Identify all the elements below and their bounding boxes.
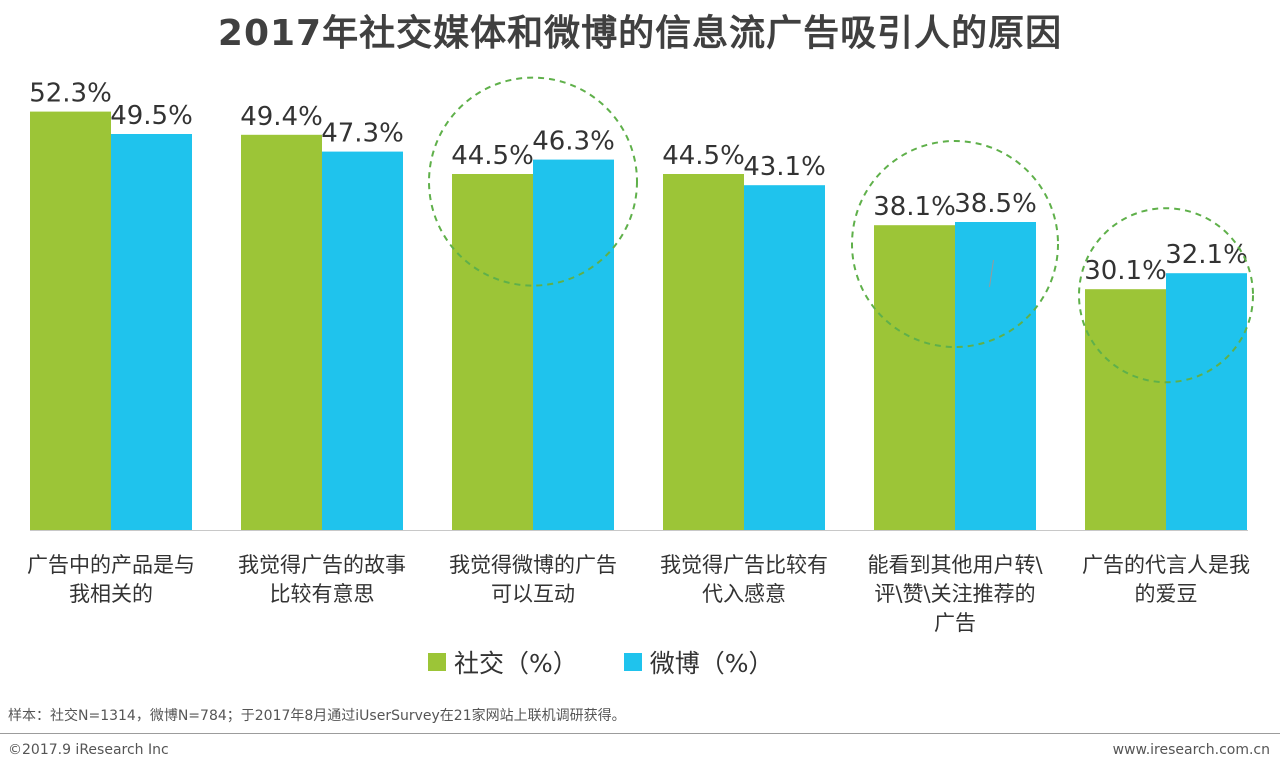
bar-social-4 (874, 225, 955, 530)
data-label-social-2: 44.5% (451, 141, 534, 171)
category-label-0: 广告中的产品是与 我相关的 (27, 553, 195, 606)
legend-label-weibo: 微博（%） (649, 649, 774, 678)
highlight-circle-5 (1078, 207, 1254, 384)
data-label-weibo-4: 38.5% (954, 189, 1037, 219)
highlight-circle-4 (851, 140, 1059, 348)
legend-swatch-social (428, 653, 446, 671)
bar-social-2 (452, 174, 533, 530)
legend-label-social: 社交（%） (454, 649, 578, 678)
category-label-5: 广告的代言人是我 的爱豆 (1082, 553, 1250, 606)
website-link[interactable]: www.iresearch.com.cn (1112, 742, 1270, 758)
bar-weibo-4 (955, 222, 1036, 530)
legend: 社交（%） 微博（%） (428, 644, 774, 680)
bar-weibo-1 (322, 151, 403, 530)
data-label-weibo-3: 43.1% (743, 152, 826, 182)
bar-weibo-2 (533, 159, 614, 530)
bar-social-5 (1085, 289, 1166, 530)
bar-weibo-5 (1166, 273, 1247, 530)
category-label-1: 我觉得广告的故事 比较有意思 (238, 553, 406, 606)
data-label-weibo-5: 32.1% (1165, 240, 1248, 270)
bar-social-0 (30, 111, 111, 530)
data-label-weibo-1: 47.3% (321, 119, 404, 149)
data-label-social-5: 30.1% (1084, 256, 1167, 286)
legend-item-social: 社交（%） (428, 644, 578, 680)
category-label-4: 能看到其他用户转\ 评\赞\关注推荐的 广告 (867, 553, 1043, 635)
data-label-social-3: 44.5% (662, 141, 745, 171)
highlight-circle-2 (428, 76, 638, 287)
legend-swatch-weibo (623, 653, 642, 671)
footer-divider (0, 733, 1280, 734)
legend-item-weibo: 微博（%） (623, 644, 774, 680)
data-label-social-1: 49.4% (240, 102, 323, 132)
data-label-social-4: 38.1% (873, 192, 956, 222)
data-label-social-0: 52.3% (29, 79, 112, 109)
chart-title: 2017年社交媒体和微博的信息流广告吸引人的原因 (217, 13, 1063, 54)
bar-weibo-0 (111, 134, 192, 530)
bar-social-3 (663, 174, 744, 530)
bar-weibo-3 (744, 185, 825, 530)
sample-note: 样本：社交N=1314，微博N=784；于2017年8月通过iUserSurve… (8, 708, 626, 724)
leader-line-4 (989, 259, 994, 288)
data-label-weibo-2: 46.3% (532, 127, 615, 157)
category-label-2: 我觉得微博的广告 可以互动 (449, 553, 617, 606)
data-label-weibo-0: 49.5% (110, 101, 193, 131)
category-label-3: 我觉得广告比较有 代入感意 (660, 553, 828, 606)
copyright: ©2017.9 iResearch Inc (8, 742, 169, 758)
bar-social-1 (241, 134, 322, 531)
